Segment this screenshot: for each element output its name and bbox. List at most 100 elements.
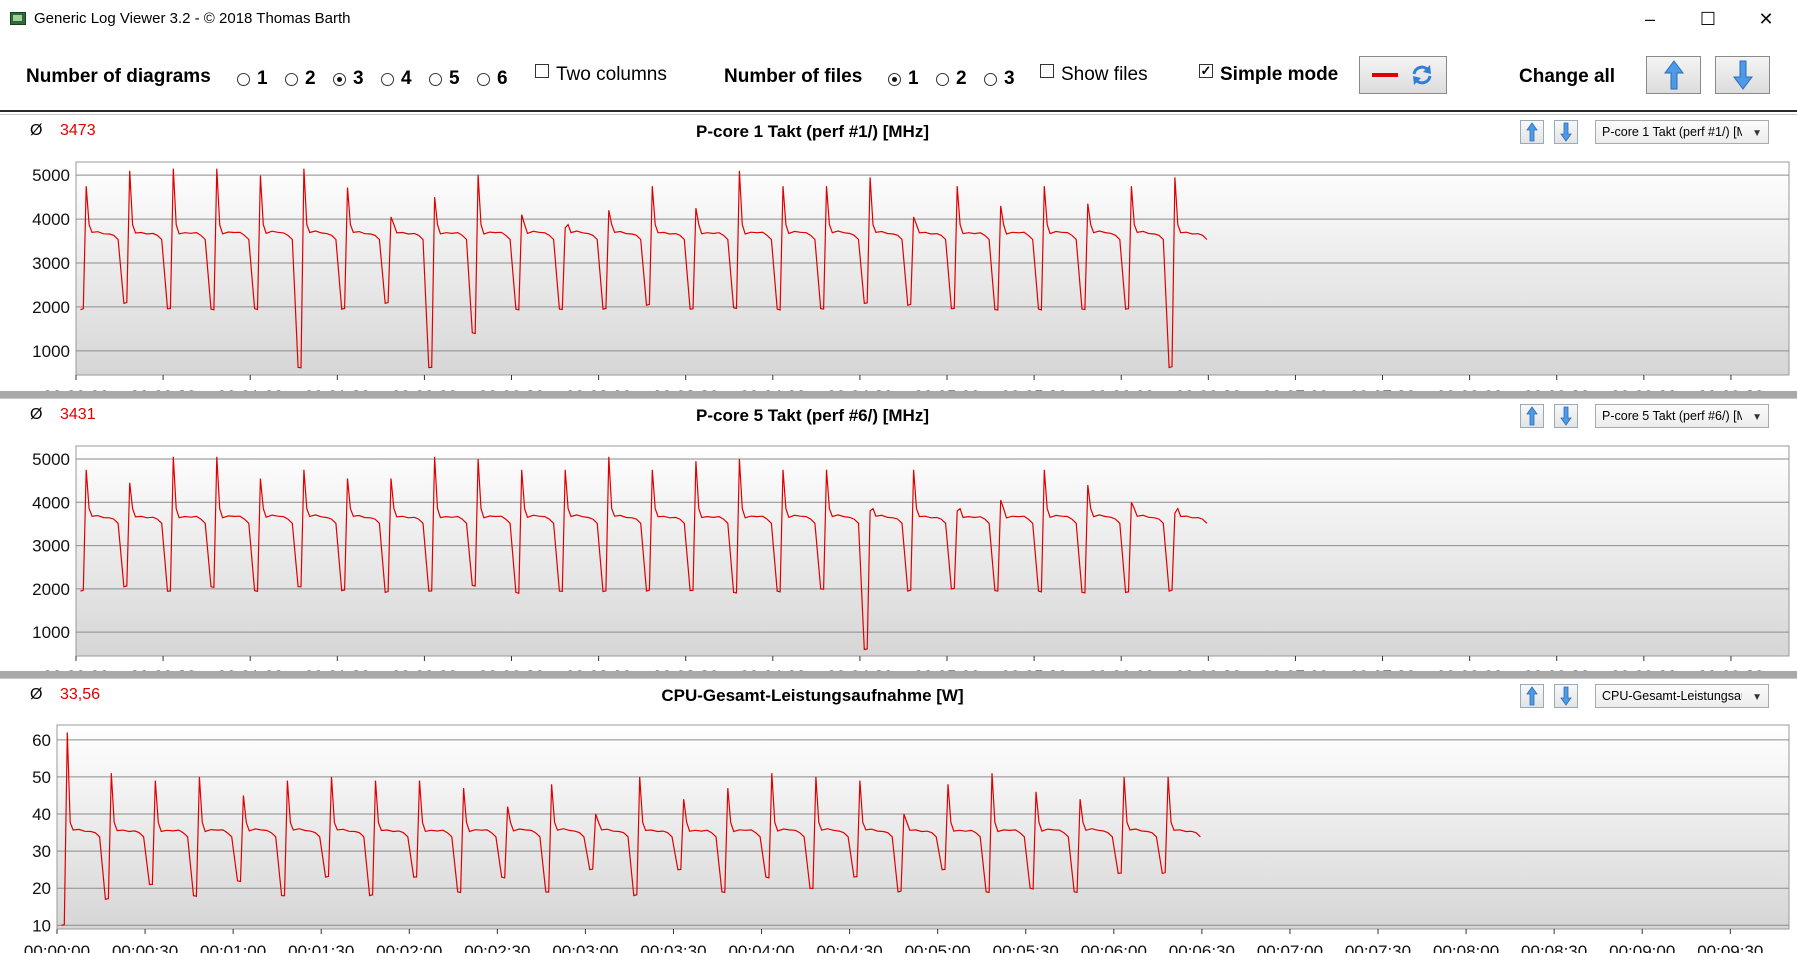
diagram-title: P-core 5 Takt (perf #6/) [MHz]	[695, 406, 929, 425]
arrow-up-icon	[1526, 686, 1538, 706]
x-tick-label: 00:08:00	[1437, 387, 1503, 392]
radio-circle[interactable]	[381, 72, 394, 86]
x-tick-label: 00:01:00	[200, 942, 266, 953]
average-symbol: Ø	[30, 406, 43, 423]
sensor-dropdown[interactable]: P-core 5 Takt (perf #6/) [M ▼	[1595, 404, 1769, 428]
diagrams-radio-5[interactable]: 5	[429, 68, 460, 90]
files-radio-2[interactable]: 2	[936, 68, 967, 90]
x-tick-label: 00:08:30	[1524, 387, 1590, 392]
arrow-down-icon	[1560, 406, 1572, 426]
show-files-checkbox[interactable]: Show files	[1040, 64, 1148, 86]
x-tick-label: 00:06:30	[1169, 942, 1235, 953]
x-tick-label: 00:04:30	[817, 942, 883, 953]
x-tick-label: 00:03:30	[640, 942, 706, 953]
panel-splitter[interactable]	[0, 391, 1797, 398]
series-line	[61, 732, 1201, 926]
radio-circle[interactable]	[936, 72, 949, 86]
y-tick-label: 5000	[32, 450, 70, 469]
line-chart: 1000 2000 3000 4000 5000 00:00:00 00:00:30 00:0…	[32, 161, 1790, 392]
radio-circle[interactable]	[285, 72, 298, 86]
x-tick-label: 00:05:30	[993, 942, 1059, 953]
arrow-up-icon	[1526, 406, 1538, 426]
diagrams-radio-4[interactable]: 4	[381, 68, 412, 90]
two-columns-checkbox[interactable]: Two columns	[535, 64, 667, 86]
line-color-refresh-button[interactable]	[1359, 56, 1447, 94]
move-down-button[interactable]	[1554, 404, 1578, 428]
x-tick-label: 00:03:30	[653, 387, 719, 392]
checkbox-box[interactable]	[535, 64, 549, 78]
y-tick-label: 40	[32, 805, 51, 824]
move-up-button[interactable]	[1520, 684, 1544, 708]
x-tick-label: 00:02:30	[478, 387, 544, 392]
x-tick-label: 00:07:30	[1349, 387, 1415, 392]
chevron-down-icon: ▼	[1752, 692, 1762, 703]
toolbar: Number of diagrams 1 2 3 4 5 6 Two colum…	[0, 38, 1797, 112]
red-line-icon	[1372, 73, 1398, 77]
radio-circle[interactable]	[429, 72, 442, 86]
files-radio-3[interactable]: 3	[984, 68, 1015, 90]
diagram-panel-2: Ø 3431 P-core 5 Takt (perf #6/) [MHz] P-cor…	[0, 398, 1797, 672]
x-tick-label: 00:05:00	[914, 667, 980, 672]
change-all-label: Change all	[1519, 66, 1616, 87]
move-all-down-button[interactable]	[1715, 56, 1770, 94]
y-tick-label: 5000	[32, 166, 70, 185]
files-radio-1[interactable]: 1	[888, 68, 919, 90]
x-tick-label: 00:00:30	[112, 942, 178, 953]
chevron-down-icon: ▼	[1752, 412, 1762, 423]
diagrams-radio-3[interactable]: 3	[333, 68, 364, 90]
average-value: 3431	[60, 406, 96, 423]
x-tick-label: 00:09:30	[1697, 942, 1763, 953]
title-bar: Generic Log Viewer 3.2 - © 2018 Thomas B…	[0, 0, 1797, 38]
close-button[interactable]: ✕	[1758, 8, 1774, 29]
x-tick-label: 00:03:00	[552, 942, 618, 953]
diagrams-radio-6[interactable]: 6	[477, 68, 508, 90]
plot-area	[75, 161, 1790, 376]
sensor-dropdown[interactable]: CPU-Gesamt-Leistungsau ▼	[1595, 684, 1769, 708]
move-up-button[interactable]	[1520, 120, 1544, 144]
average-symbol: Ø	[30, 122, 43, 139]
x-tick-label: 00:09:00	[1609, 942, 1675, 953]
y-tick-label: 20	[32, 879, 51, 898]
move-all-up-button[interactable]	[1646, 56, 1701, 94]
sensor-dropdown[interactable]: P-core 1 Takt (perf #1/) [M ▼	[1595, 120, 1769, 144]
x-tick-label: 00:07:30	[1349, 667, 1415, 672]
x-tick-label: 00:05:30	[1001, 387, 1067, 392]
x-tick-label: 00:03:00	[566, 667, 632, 672]
x-tick-label: 00:03:30	[653, 667, 719, 672]
x-tick-label: 00:00:30	[130, 387, 196, 392]
diagram-title: CPU-Gesamt-Leistungsaufnahme [W]	[661, 686, 964, 705]
x-tick-label: 00:08:00	[1433, 942, 1499, 953]
minimize-button[interactable]: –	[1644, 8, 1655, 29]
radio-circle-selected[interactable]	[333, 72, 346, 86]
radio-circle[interactable]	[984, 72, 997, 86]
series-line	[80, 168, 1208, 369]
x-tick-label: 00:05:00	[905, 942, 971, 953]
diagrams-radio-1[interactable]: 1	[237, 68, 268, 90]
simple-mode-checkbox[interactable]: ✓ Simple mode	[1199, 63, 1339, 85]
x-tick-label: 00:08:30	[1521, 942, 1587, 953]
maximize-button[interactable]: ☐	[1699, 8, 1717, 29]
checkbox-box-checked[interactable]: ✓	[1199, 63, 1213, 78]
checkbox-box[interactable]	[1040, 64, 1054, 78]
radio-circle[interactable]	[237, 72, 250, 86]
x-tick-label: 00:08:00	[1437, 667, 1503, 672]
radio-circle[interactable]	[477, 72, 490, 86]
diagram-panel-1: Ø 3473 P-core 1 Takt (perf #1/) [MHz] P-cor…	[0, 114, 1797, 392]
x-tick-label: 00:04:30	[827, 667, 893, 672]
move-up-button[interactable]	[1520, 404, 1544, 428]
series-line	[80, 456, 1208, 651]
diagrams-radio-2[interactable]: 2	[285, 68, 316, 90]
panel-splitter[interactable]	[0, 671, 1797, 678]
x-tick-label: 00:04:00	[740, 667, 806, 672]
y-tick-label: 10	[32, 916, 51, 935]
y-tick-label: 50	[32, 768, 51, 787]
y-tick-label: 1000	[32, 623, 70, 642]
average-value: 3473	[60, 122, 96, 139]
x-tick-label: 00:05:00	[914, 387, 980, 392]
y-tick-label: 30	[32, 842, 51, 861]
x-tick-label: 00:02:00	[391, 387, 457, 392]
radio-circle-selected[interactable]	[888, 72, 901, 86]
move-down-button[interactable]	[1554, 120, 1578, 144]
x-tick-label: 00:00:00	[24, 942, 90, 953]
move-down-button[interactable]	[1554, 684, 1578, 708]
